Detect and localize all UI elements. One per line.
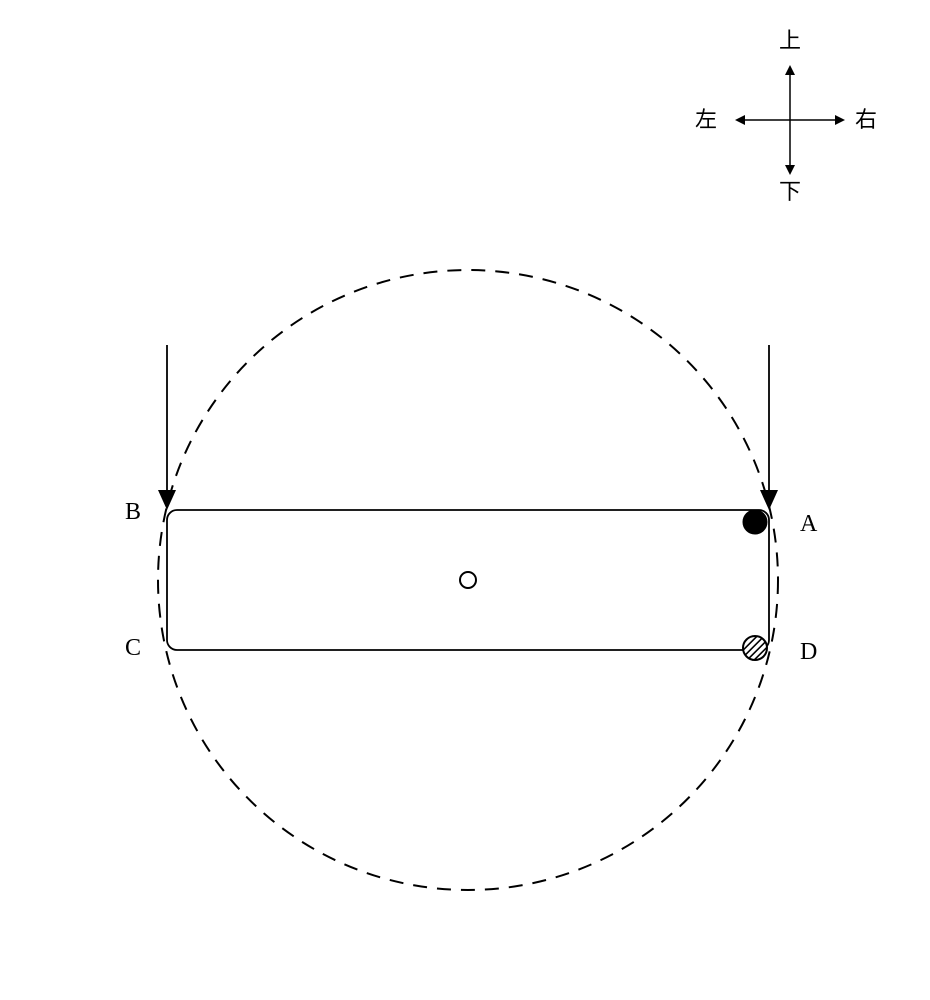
compass-label-down: 下	[779, 181, 801, 203]
label-d: D	[800, 640, 817, 664]
point-a-marker	[743, 510, 767, 534]
label-b: B	[125, 500, 141, 524]
compass-label-left: 左	[695, 109, 717, 131]
compass-up-arrow	[785, 65, 795, 75]
diagram-canvas: 上 下 左 右 A B C D	[0, 0, 930, 1000]
label-c: C	[125, 636, 141, 660]
compass-right-arrow	[835, 115, 845, 125]
compass-label-right: 右	[855, 109, 877, 131]
chord-rect	[167, 510, 769, 650]
compass-down-arrow	[785, 165, 795, 175]
compass-label-up: 上	[779, 30, 801, 52]
label-a: A	[800, 512, 817, 536]
compass-left-arrow	[735, 115, 745, 125]
compass	[735, 65, 845, 175]
